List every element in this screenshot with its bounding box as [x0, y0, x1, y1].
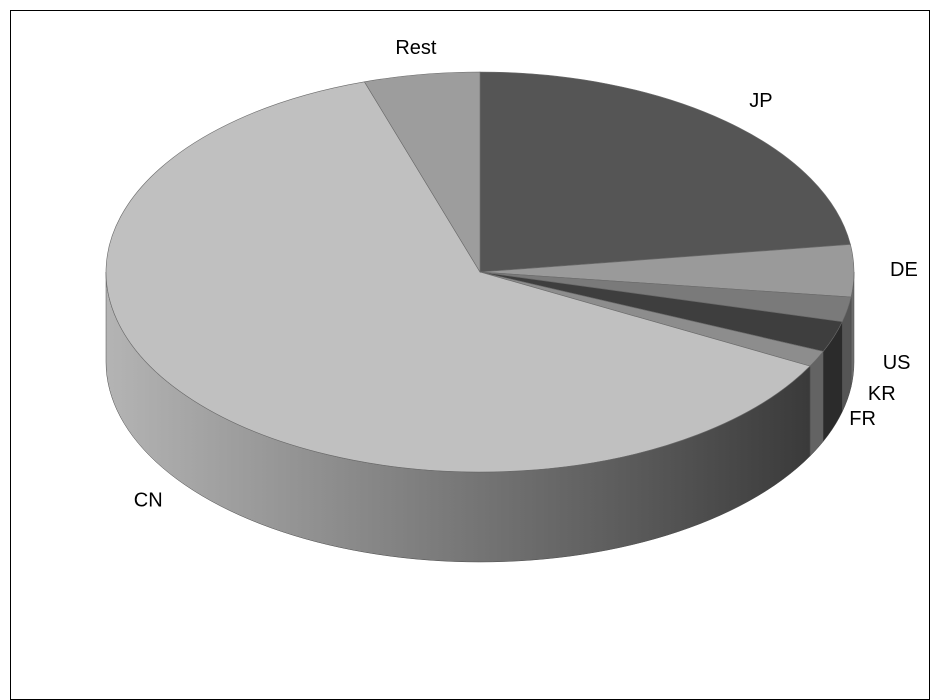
pie-top-faces [105, 71, 855, 473]
pie-label-jp: JP [749, 90, 772, 112]
pie-slice-rest [363, 71, 481, 274]
pie-label-de: DE [890, 259, 918, 281]
pie-slice-labels: JP DE US KR FR CN Rest [134, 37, 918, 512]
pie-slice-jp [479, 71, 851, 273]
pie-label-us: US [883, 352, 911, 374]
pie-chart: JP DE US KR FR CN Rest [105, 37, 918, 563]
pie-side-fr [809, 350, 824, 457]
pie-label-kr: KR [868, 383, 896, 405]
pie-slice-cn [105, 81, 811, 473]
pie-label-cn: CN [134, 490, 163, 512]
pie-label-rest: Rest [395, 37, 437, 59]
pie-side-walls [105, 271, 855, 563]
pie-label-fr: FR [849, 408, 876, 430]
